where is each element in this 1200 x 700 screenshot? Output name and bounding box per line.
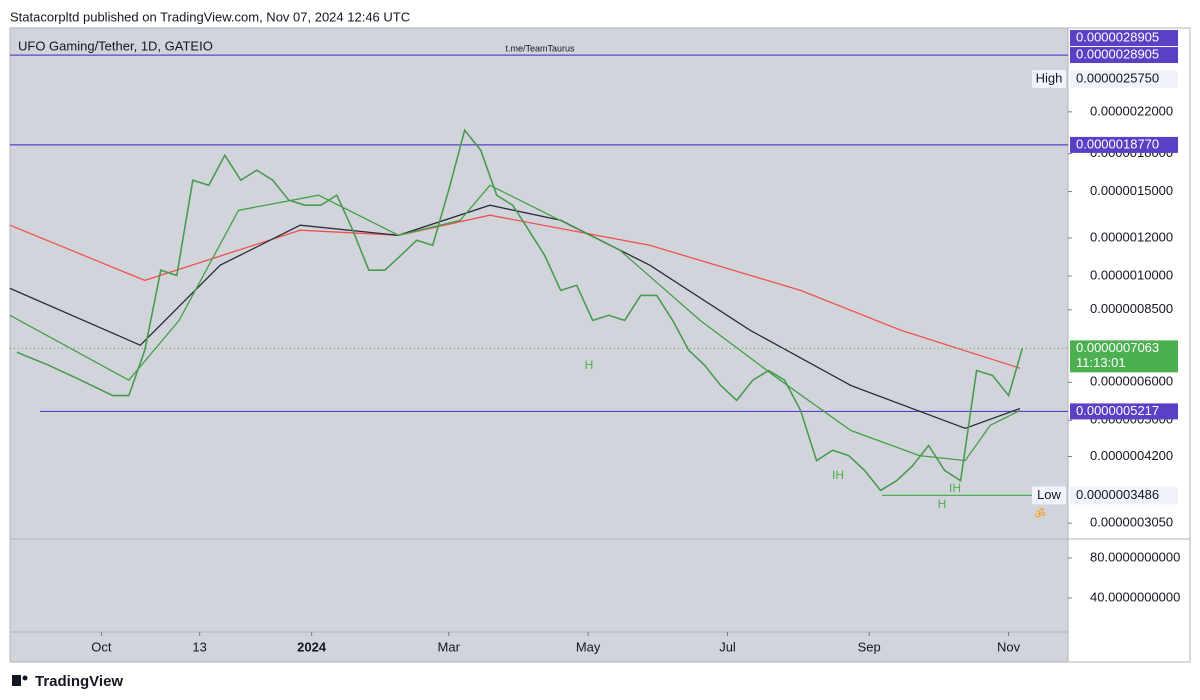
level-badge [1070, 30, 1178, 47]
watermark: t.me/TeamTaurus [505, 43, 575, 53]
last-badge [1070, 340, 1178, 373]
level-badge [1070, 403, 1178, 420]
price-line [16, 128, 1024, 492]
x-tick-label: Mar [438, 639, 461, 654]
y-tick-label: 0.0000012000 [1090, 229, 1173, 244]
y-tick-label: 0.0000010000 [1090, 267, 1173, 282]
annotation: IH [949, 481, 961, 495]
brand: TradingView [35, 673, 123, 690]
logo-mark [12, 675, 21, 686]
header-text: Statacorpltd published on TradingView.co… [10, 9, 410, 24]
x-tick-label: 2024 [297, 639, 327, 654]
annotation: H [585, 358, 594, 372]
x-tick-label: May [576, 639, 601, 654]
high-tag [1032, 70, 1066, 89]
plot-area [10, 28, 1068, 662]
x-tick-label: Oct [91, 639, 112, 654]
low-tag [1032, 486, 1066, 505]
moving-average [9, 214, 1021, 369]
frame [9, 27, 1191, 663]
level-label: 0.0000018770 [1076, 136, 1159, 151]
last-value: 0.0000007063 [1076, 340, 1159, 355]
moving-average [9, 184, 1021, 462]
x-tick-label: 13 [192, 639, 206, 654]
y-tick-label: 80.0000000000 [1090, 549, 1180, 564]
low-value: 0.0000003486 [1076, 487, 1159, 502]
logo [12, 675, 28, 686]
y-tick-label: 0.0000004200 [1090, 448, 1173, 463]
level-label: 0.0000005217 [1076, 403, 1159, 418]
chart-title: UFO Gaming/Tether, 1D, GATEIO [18, 38, 213, 53]
x-tick-label: Nov [997, 639, 1021, 654]
y-tick-label: 0.0000022000 [1090, 103, 1173, 118]
high-value: 0.0000025750 [1076, 71, 1159, 86]
low-tag-label: Low [1037, 487, 1061, 502]
moving-average [9, 204, 1021, 429]
y-tick-label: 0.0000008500 [1090, 301, 1173, 316]
level-label: 0.0000028905 [1076, 46, 1159, 61]
x-tick-label: Jul [719, 639, 736, 654]
countdown: 11:13:01 [1076, 355, 1126, 370]
annotation: H [938, 497, 947, 511]
y-tick-label: 0.0000006000 [1090, 374, 1173, 389]
annotation: IH [832, 468, 844, 482]
high-tag-label: High [1036, 71, 1063, 86]
y-tick-label: 40.0000000000 [1090, 589, 1180, 604]
low-badge [1070, 486, 1178, 505]
x-tick-label: Sep [858, 639, 881, 654]
high-badge [1070, 70, 1178, 89]
y-tick-label: 0.0000003050 [1090, 515, 1173, 530]
level-badge [1070, 136, 1178, 153]
y-tick-label: 0.0000015000 [1090, 183, 1173, 198]
logo-dot [22, 675, 28, 681]
level-badge [1070, 47, 1178, 64]
level-label: 0.0000028905 [1076, 29, 1159, 44]
annotation: ॐ [1035, 507, 1046, 521]
